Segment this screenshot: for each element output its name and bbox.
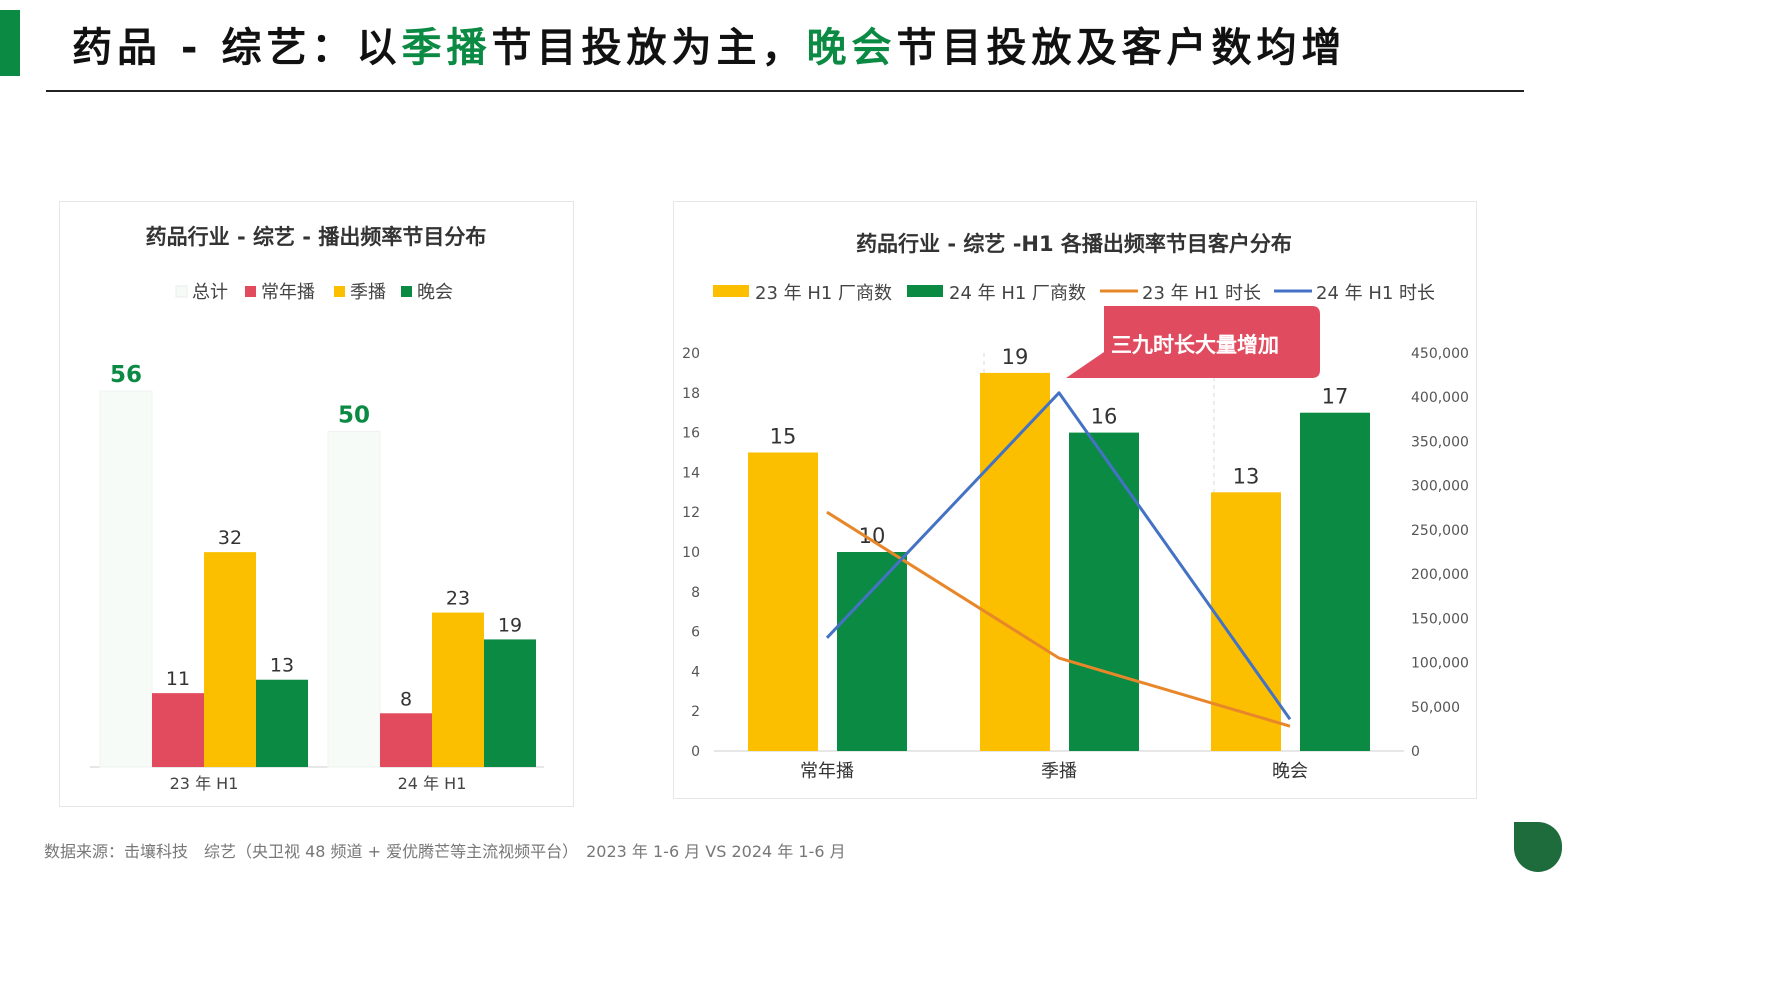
x-tick-0: 常年播 (800, 761, 854, 782)
y2-tick-7: 350,000 (1411, 434, 1469, 450)
y2-tick-9: 450,000 (1411, 346, 1469, 362)
y-tick-3: 6 (691, 625, 700, 641)
bar-2-0 (204, 552, 256, 767)
title-part-2: 节目投放为主， (491, 25, 807, 71)
corner-logo-mark (1514, 822, 1562, 872)
bar-3-0 (256, 679, 308, 767)
bar-1-2 (1300, 412, 1370, 751)
right-chart-svg: 药品行业 - 综艺 -H1 各播出频率节目客户分布 23 年 H1 厂商数 24 年… (682, 232, 1469, 782)
bar-1-1 (380, 713, 432, 767)
y-tick-6: 12 (682, 505, 700, 521)
data-source-note: 数据来源：击壤科技 综艺（央卫视 48 频道 + 爱优腾芒等主流视频平台） 20… (44, 842, 846, 861)
left-chart-panel: 药品行业 - 综艺 - 播出频率节目分布总计 常年播 季播 晚会 56 11 32 13 23 … (59, 201, 574, 807)
legend-label-3: 24 年 H1 时长 (1316, 283, 1435, 304)
bar-total-0 (99, 390, 153, 768)
y2-tick-2: 100,000 (1411, 656, 1469, 672)
label-3-0: 13 (270, 655, 294, 677)
bar-0-1 (980, 372, 1050, 751)
y2-tick-5: 250,000 (1411, 523, 1469, 539)
line-series-0 (826, 510, 1291, 728)
legend-label-3: 晚会 (417, 282, 453, 303)
title-highlight-seasonal: 季播 (401, 25, 492, 71)
legend-swatch-2 (334, 286, 345, 297)
legend-label-0: 23 年 H1 厂商数 (755, 283, 892, 304)
label-1-1: 16 (1091, 405, 1118, 429)
y-tick-8: 16 (682, 426, 700, 442)
title-accent-bar (0, 10, 20, 76)
y2-tick-6: 300,000 (1411, 479, 1469, 495)
legend-label-2: 23 年 H1 时长 (1142, 283, 1261, 304)
title-divider (46, 90, 1524, 92)
label-0-0: 15 (770, 425, 797, 449)
y-tick-0: 0 (691, 744, 700, 760)
label-total-0: 56 (110, 362, 142, 388)
y-tick-7: 14 (682, 465, 700, 481)
legend-swatch-1 (245, 286, 256, 297)
y2-tick-1: 50,000 (1411, 700, 1460, 716)
callout-bubble (1066, 306, 1320, 378)
label-3-1: 19 (498, 614, 522, 636)
y-tick-10: 20 (682, 346, 700, 362)
x-tick-0: 23 年 H1 (170, 774, 239, 793)
legend-label-1: 24 年 H1 厂商数 (949, 283, 1086, 304)
legend-swatch-1 (907, 285, 943, 297)
bar-total-1 (327, 430, 381, 768)
label-1-2: 17 (1322, 385, 1349, 409)
legend-swatch-0 (713, 285, 749, 297)
x-tick-1: 24 年 H1 (398, 774, 467, 793)
x-tick-1: 季播 (1041, 761, 1077, 782)
label-0-2: 13 (1233, 464, 1260, 488)
legend-label-0: 总计 (192, 282, 228, 303)
title-part-3: 节目投放及客户数均增 (896, 25, 1347, 71)
y2-tick-4: 200,000 (1411, 567, 1469, 583)
callout-text: 三九时长大量增加 (1111, 333, 1279, 357)
page-title: 药品 - 综艺：以季播节目投放为主，晚会节目投放及客户数均增 (72, 18, 1346, 78)
label-2-1: 23 (446, 588, 470, 610)
y2-tick-8: 400,000 (1411, 390, 1469, 406)
bar-1-0 (152, 693, 204, 767)
y2-tick-0: 0 (1411, 744, 1420, 760)
title-part-1: 药品 - 综艺：以 (72, 25, 402, 71)
y-tick-9: 18 (682, 386, 700, 402)
y2-tick-3: 150,000 (1411, 611, 1469, 627)
label-1-0: 11 (166, 668, 190, 690)
legend-label-2: 季播 (350, 282, 386, 303)
left-chart-title: 药品行业 - 综艺 - 播出频率节目分布 (146, 225, 487, 249)
line-series-1 (825, 391, 1292, 721)
label-total-1: 50 (338, 402, 370, 428)
title-highlight-gala: 晚会 (806, 25, 897, 71)
legend-swatch-3 (401, 286, 412, 297)
y-tick-2: 4 (691, 664, 700, 680)
y-tick-1: 2 (691, 704, 700, 720)
y-tick-4: 8 (691, 585, 700, 601)
x-tick-2: 晚会 (1272, 761, 1308, 782)
label-0-1: 19 (1002, 345, 1029, 369)
bar-2-1 (432, 612, 484, 767)
bar-0-0 (748, 452, 818, 751)
right-chart-title: 药品行业 - 综艺 -H1 各播出频率节目客户分布 (856, 232, 1292, 256)
label-2-0: 32 (218, 527, 242, 549)
legend-swatch-0 (175, 285, 188, 298)
legend-label-1: 常年播 (261, 282, 315, 303)
right-chart-panel: 药品行业 - 综艺 -H1 各播出频率节目客户分布 23 年 H1 厂商数 24 年… (673, 201, 1477, 799)
y-tick-5: 10 (682, 545, 700, 561)
bar-3-1 (484, 639, 536, 767)
bar-1-0 (837, 552, 907, 751)
label-1-1: 8 (400, 688, 412, 710)
bar-1-1 (1069, 432, 1139, 751)
